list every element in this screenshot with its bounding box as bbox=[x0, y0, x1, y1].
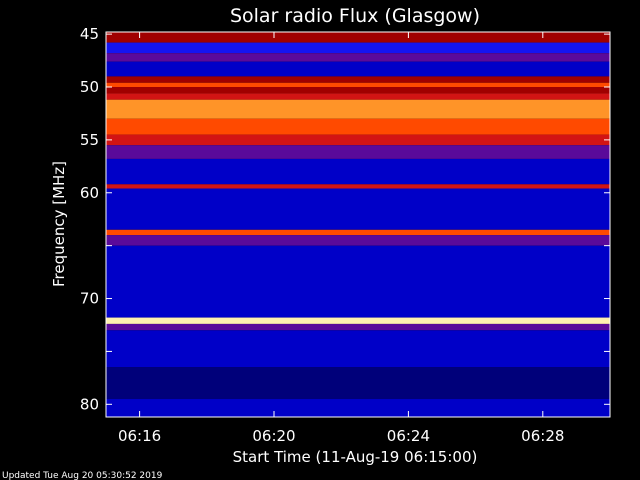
heatmap-band bbox=[106, 145, 610, 159]
heatmap-band bbox=[106, 134, 610, 146]
heatmap-band bbox=[106, 323, 610, 331]
heatmap-band bbox=[106, 330, 610, 368]
x-axis-label: Start Time (11-Aug-19 06:15:00) bbox=[233, 448, 478, 466]
y-axis-label: Frequency [MHz] bbox=[50, 161, 68, 287]
heatmap-band bbox=[106, 118, 610, 135]
chart-title: Solar radio Flux (Glasgow) bbox=[230, 5, 480, 27]
heatmap-band bbox=[106, 32, 610, 43]
heatmap-band bbox=[106, 61, 610, 77]
updated-timestamp: Updated Tue Aug 20 05:30:52 2019 bbox=[2, 471, 163, 480]
y-tick-label: 45 bbox=[80, 25, 99, 43]
heatmap-band bbox=[106, 158, 610, 185]
y-axis-ticks: 45 50 55 60 70 80 bbox=[80, 25, 610, 413]
heatmap-band bbox=[106, 317, 610, 324]
heatmap-band bbox=[106, 93, 610, 100]
heatmap-band bbox=[106, 42, 610, 54]
heatmap-band bbox=[106, 399, 610, 417]
y-tick-label: 55 bbox=[80, 131, 99, 149]
heatmap-band bbox=[106, 235, 610, 246]
x-tick-label: 06:28 bbox=[521, 427, 564, 445]
x-tick-label: 06:24 bbox=[387, 427, 430, 445]
y-tick-label: 70 bbox=[80, 290, 99, 308]
y-tick-label: 60 bbox=[80, 184, 99, 202]
heatmap-band bbox=[106, 188, 610, 230]
x-axis-ticks: 06:16 06:20 06:24 06:28 bbox=[118, 32, 564, 445]
plot-frame bbox=[105, 31, 611, 418]
heatmap-bands bbox=[106, 32, 610, 417]
heatmap-band bbox=[106, 76, 610, 83]
heatmap-band bbox=[106, 367, 610, 400]
heatmap-band bbox=[106, 184, 610, 189]
heatmap-band bbox=[106, 87, 610, 94]
heatmap-band bbox=[106, 53, 610, 62]
heatmap-band bbox=[106, 229, 610, 236]
y-tick-label: 80 bbox=[80, 395, 99, 413]
heatmap-band bbox=[106, 82, 610, 87]
heatmap-band bbox=[106, 245, 610, 318]
y-tick-label: 50 bbox=[80, 78, 99, 96]
x-tick-label: 06:16 bbox=[118, 427, 161, 445]
heatmap-band bbox=[106, 99, 610, 119]
x-tick-label: 06:20 bbox=[252, 427, 295, 445]
